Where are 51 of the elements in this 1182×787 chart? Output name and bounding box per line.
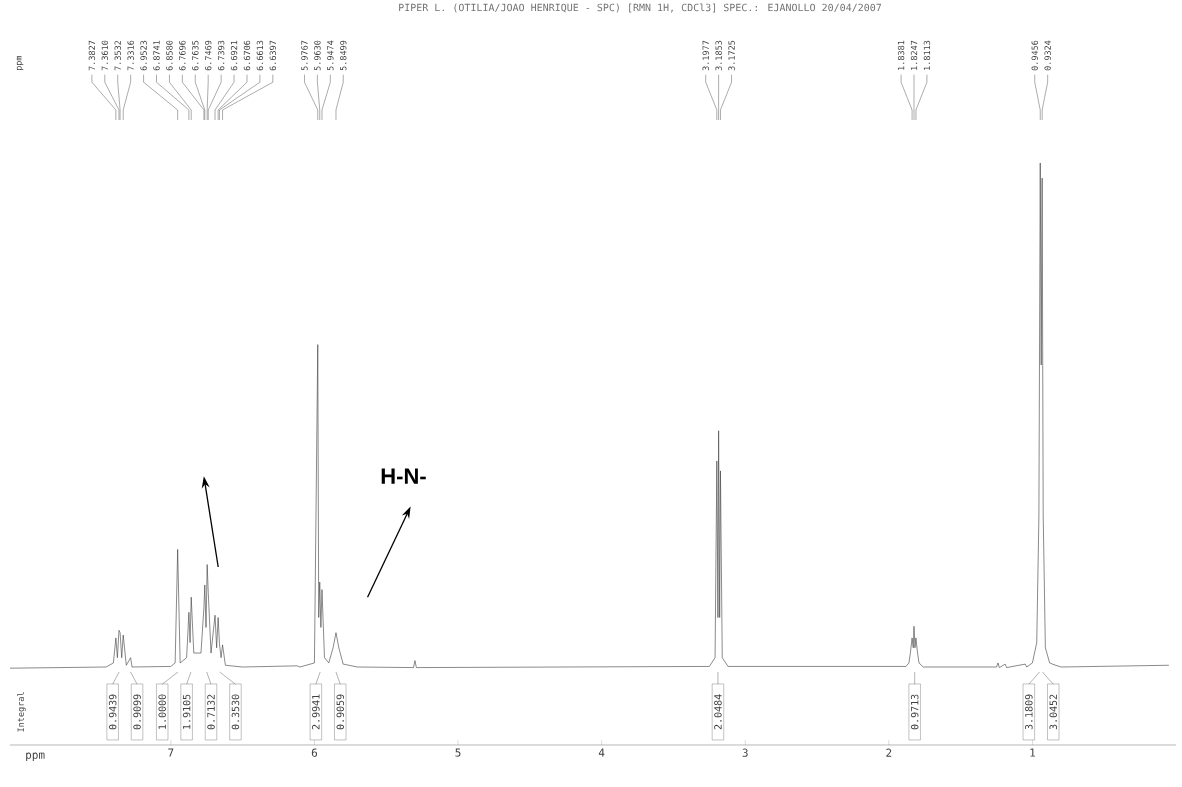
text: 6.8580 xyxy=(166,40,173,71)
annotation: 3.0452 xyxy=(1049,694,1058,730)
text: 0.9456 xyxy=(1031,40,1038,71)
annotation: 0.7132 xyxy=(207,694,215,730)
text: 0.9324 xyxy=(1044,40,1051,71)
annotation: 0.3530 xyxy=(231,694,240,730)
text: 6.6921 xyxy=(230,40,238,71)
text: 3.1853 xyxy=(715,40,722,71)
x-tick-label: 4 xyxy=(598,748,605,757)
text: 3.1977 xyxy=(702,40,709,71)
text: 6.6397 xyxy=(269,40,277,71)
text: 6.7635 xyxy=(192,40,199,71)
text: 6.7393 xyxy=(217,40,225,71)
text: 6.6706 xyxy=(243,40,251,71)
text: 3.1725 xyxy=(728,40,735,71)
x-tick-label: 1 xyxy=(1030,748,1035,757)
text: 7.3316 xyxy=(127,40,134,71)
annotation: 0.9099 xyxy=(133,694,141,730)
text: 1.8247 xyxy=(910,40,918,70)
text: 6.6613 xyxy=(256,40,264,71)
text: 7.3827 xyxy=(88,40,96,71)
annotation: 3.1809 xyxy=(1025,694,1033,730)
text: 6.9523 xyxy=(140,40,147,71)
text: 1.8113 xyxy=(923,40,931,70)
annotation: Integral xyxy=(17,692,26,732)
annotation: 0.9059 xyxy=(336,694,345,730)
text: 6.8741 xyxy=(153,40,160,71)
x-tick-label: 3 xyxy=(742,748,748,757)
text: 7.3610 xyxy=(101,40,109,71)
annotation: 1.9105 xyxy=(182,694,191,729)
text: ppm xyxy=(16,55,24,71)
x-tick-label: 5 xyxy=(455,748,461,757)
text: 6.7469 xyxy=(204,40,212,71)
x-tick-label: 7 xyxy=(168,748,174,757)
x-axis-title: ppm xyxy=(26,752,45,761)
text: 5.8499 xyxy=(340,40,347,71)
x-tick-label: 2 xyxy=(886,748,892,757)
text: 1.8381 xyxy=(897,40,905,70)
annotation: 2.9941 xyxy=(312,694,320,730)
text: 5.9474 xyxy=(327,40,334,71)
chart-title: PIPER L. (OTILIA/JOAO HENRIQUE - SPC) [RMN 1H, CDCl3] SPEC.: EJANOLLO 20/04/2007 xyxy=(399,3,882,13)
x-tick-label: 6 xyxy=(311,748,318,757)
text: 6.7696 xyxy=(179,40,186,71)
text: 5.9630 xyxy=(314,40,321,71)
annotation: 0.9439 xyxy=(108,694,117,730)
text: 5.9767 xyxy=(301,40,308,71)
annotation: H-N- xyxy=(381,468,426,484)
annotation: 0.9713 xyxy=(910,694,919,730)
text: 7.3532 xyxy=(114,40,121,71)
annotation: 1.0000 xyxy=(158,694,166,729)
annotation: 2.0484 xyxy=(714,694,722,730)
